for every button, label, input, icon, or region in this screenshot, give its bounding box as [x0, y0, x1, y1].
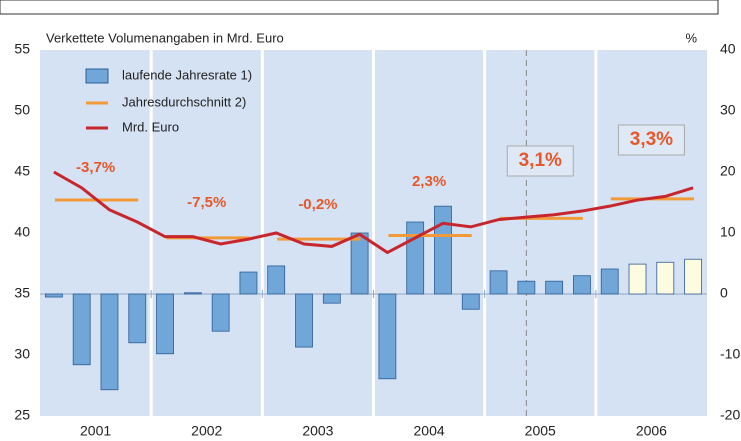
annotation: 3,3%: [630, 129, 673, 150]
x-tick-label: 2006: [636, 423, 667, 439]
legend-label: laufende Jahresrate 1): [122, 67, 252, 82]
x-tick-label: 2001: [80, 423, 111, 439]
bar: [517, 280, 536, 295]
legend-swatch: [85, 68, 109, 84]
x-tick-label: 2005: [525, 423, 556, 439]
bar: [545, 280, 564, 295]
bar: [434, 205, 452, 295]
bar: [628, 263, 647, 295]
bar: [72, 293, 91, 366]
legend-label: Mrd. Euro: [122, 119, 179, 134]
annotation: -0,2%: [298, 196, 337, 213]
annotation: -7,5%: [187, 194, 226, 211]
y2-tick-label: 30: [720, 102, 736, 118]
bar: [295, 293, 313, 348]
y-tick-label: 30: [14, 346, 30, 362]
bar: [489, 270, 508, 295]
header-box: [0, 0, 719, 15]
bar: [267, 265, 286, 295]
y-tick-label: 25: [14, 407, 30, 423]
y2-tick-label: -20: [720, 407, 740, 423]
bar: [684, 258, 703, 295]
bar: [378, 293, 397, 380]
year-panel: [486, 50, 595, 416]
bar: [461, 293, 480, 310]
y-axis-label: Verkettete Volumenangaben in Mrd. Euro: [46, 30, 284, 45]
annotation-box: [506, 145, 574, 177]
year-panel: [152, 50, 261, 416]
bar: [406, 221, 425, 295]
legend-label: Jahresdurchschnitt 2): [122, 94, 246, 109]
bar: [211, 293, 230, 332]
y2-tick-label: 40: [720, 41, 736, 57]
y-tick-label: 45: [14, 163, 30, 179]
y2-tick-label: 10: [720, 224, 736, 240]
bar: [156, 293, 174, 355]
bar: [239, 271, 258, 295]
annotation: 3,1%: [519, 150, 562, 171]
annotation-box: [617, 124, 685, 156]
y2-tick-label: 20: [720, 163, 736, 179]
y-tick-label: 40: [14, 224, 30, 240]
bar: [100, 293, 119, 391]
bar: [128, 293, 147, 344]
x-tick-label: 2003: [302, 423, 333, 439]
bar: [322, 293, 341, 304]
y2-tick-label: -10: [720, 346, 740, 362]
year-panel: [40, 50, 150, 416]
bar: [600, 268, 619, 295]
y2-axis-label: %: [685, 30, 697, 45]
bar: [183, 292, 202, 295]
annotation: 2,3%: [412, 173, 446, 190]
x-tick-label: 2004: [414, 423, 445, 439]
bar: [44, 293, 63, 298]
y-tick-label: 55: [14, 41, 30, 57]
y-tick-label: 35: [14, 285, 30, 301]
annotation: -3,7%: [76, 159, 115, 176]
bar: [656, 261, 675, 295]
bar: [573, 275, 591, 295]
year-panel: [597, 50, 707, 416]
line: [53, 170, 694, 255]
x-tick-label: 2002: [191, 423, 222, 439]
y2-tick-label: 0: [720, 285, 728, 301]
bar: [350, 232, 369, 295]
y-tick-label: 50: [14, 102, 30, 118]
